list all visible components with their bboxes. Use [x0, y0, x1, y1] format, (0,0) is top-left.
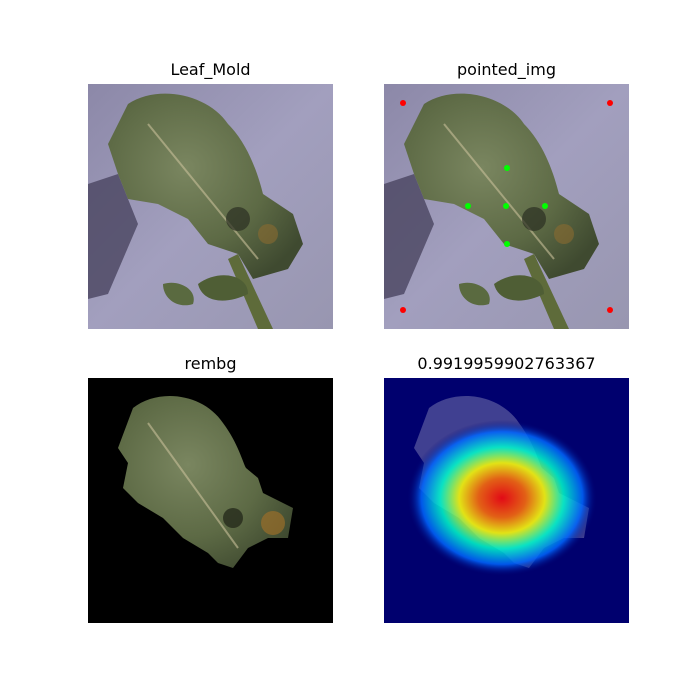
- corner-point-top-right: [607, 100, 613, 106]
- pointed-image: [384, 84, 629, 329]
- center-point-center: [503, 203, 509, 209]
- heatmap-image: [384, 378, 629, 623]
- panel-title-score: 0.9919959902763367: [417, 354, 596, 373]
- center-point-top: [504, 165, 510, 171]
- center-point-bottom: [504, 241, 510, 247]
- rembg-image: [88, 378, 333, 623]
- center-point-left: [465, 203, 471, 209]
- panel-title-pointed-img: pointed_img: [457, 60, 556, 79]
- panel-title-rembg: rembg: [184, 354, 237, 373]
- leaf-photo-image: [88, 84, 333, 329]
- corner-point-bottom-right: [607, 307, 613, 313]
- rembg-panel: [88, 378, 333, 623]
- leaf-photo-panel: [88, 84, 333, 329]
- center-point-right: [542, 203, 548, 209]
- pointed-img-panel: [384, 84, 629, 329]
- panel-title-leaf-mold: Leaf_Mold: [170, 60, 251, 79]
- corner-point-top-left: [400, 100, 406, 106]
- heatmap-panel: [384, 378, 629, 623]
- corner-point-bottom-left: [400, 307, 406, 313]
